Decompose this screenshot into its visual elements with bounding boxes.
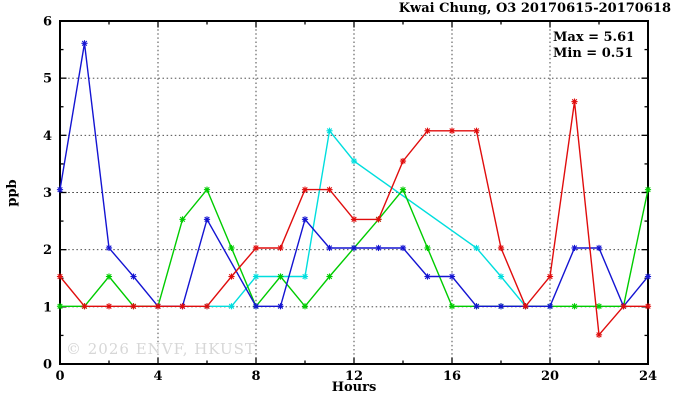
marker — [81, 40, 88, 46]
marker — [571, 98, 578, 105]
marker — [424, 273, 431, 280]
marker — [302, 186, 308, 193]
marker — [106, 303, 112, 309]
marker — [571, 303, 578, 309]
watermark: © 2026 ENVF, HKUST — [66, 340, 256, 358]
marker — [596, 332, 602, 338]
marker — [498, 303, 504, 309]
series-markers-red-series — [56, 98, 652, 338]
x-tick-label-24: 24 — [639, 369, 657, 384]
marker — [81, 303, 88, 309]
marker — [449, 303, 455, 309]
marker — [277, 245, 284, 251]
marker — [522, 303, 529, 309]
marker — [302, 216, 308, 223]
marker — [596, 303, 602, 309]
marker — [228, 273, 235, 280]
marker — [547, 303, 553, 309]
marker — [326, 245, 333, 251]
chart-title: Kwai Chung, O3 20170615-20170618 — [399, 1, 671, 16]
marker — [155, 303, 161, 309]
marker — [547, 273, 553, 280]
marker — [571, 245, 578, 251]
series-line-blue-series — [59, 43, 649, 308]
marker — [424, 245, 431, 251]
marker — [253, 303, 259, 309]
marker — [424, 128, 431, 134]
y-tick-label-2: 2 — [43, 243, 52, 258]
marker — [179, 216, 186, 223]
marker — [253, 245, 259, 251]
marker — [351, 158, 357, 164]
min-annotation: Min = 0.51 — [553, 46, 633, 61]
marker — [277, 273, 284, 280]
marker — [400, 186, 406, 193]
marker — [253, 273, 259, 280]
marker — [130, 303, 137, 309]
marker — [498, 245, 504, 251]
x-axis-label: Hours — [332, 380, 377, 395]
marker — [302, 303, 308, 309]
x-tick-label-12: 12 — [345, 369, 363, 384]
y-tick-label-5: 5 — [43, 72, 52, 87]
marker — [130, 273, 137, 280]
marker — [204, 216, 210, 223]
marker — [498, 273, 504, 280]
marker — [277, 303, 284, 309]
marker — [620, 303, 627, 309]
marker — [645, 273, 651, 280]
marker — [473, 245, 480, 251]
max-annotation: Max = 5.61 — [553, 30, 635, 45]
marker — [106, 245, 112, 251]
marker — [326, 128, 333, 134]
series-markers-blue-series — [56, 40, 652, 310]
x-tick-label-4: 4 — [153, 369, 162, 384]
marker — [326, 273, 333, 280]
marker — [179, 303, 186, 309]
marker — [351, 245, 357, 251]
x-tick-label-0: 0 — [55, 369, 64, 384]
y-tick-label-0: 0 — [43, 358, 52, 373]
y-tick-label-6: 6 — [43, 15, 52, 30]
series-layer — [56, 40, 652, 338]
marker — [400, 158, 406, 164]
x-tick-label-8: 8 — [251, 369, 260, 384]
marker — [400, 245, 406, 251]
series-line-cyan-series — [207, 129, 527, 307]
marker — [473, 303, 480, 309]
marker — [57, 186, 63, 193]
marker — [204, 303, 210, 309]
marker — [449, 128, 455, 134]
series-red-series — [56, 98, 652, 338]
marker — [473, 128, 480, 134]
y-tick-label-1: 1 — [43, 300, 52, 315]
marker — [57, 303, 63, 309]
marker — [204, 186, 210, 193]
marker — [228, 303, 235, 309]
marker — [375, 245, 382, 251]
y-tick-label-4: 4 — [43, 129, 52, 144]
x-tick-label-20: 20 — [541, 369, 559, 384]
y-tick-label-3: 3 — [43, 186, 52, 201]
marker — [449, 273, 455, 280]
marker — [106, 273, 112, 280]
marker — [326, 186, 333, 193]
marker — [228, 245, 235, 251]
marker — [596, 245, 602, 251]
x-tick-label-16: 16 — [443, 369, 461, 384]
marker — [645, 303, 651, 309]
marker — [57, 273, 63, 280]
series-blue-series — [56, 40, 652, 310]
marker — [645, 186, 651, 193]
marker — [375, 216, 382, 223]
marker — [302, 273, 308, 280]
marker — [351, 216, 357, 223]
y-axis-label: ppb — [5, 179, 20, 206]
